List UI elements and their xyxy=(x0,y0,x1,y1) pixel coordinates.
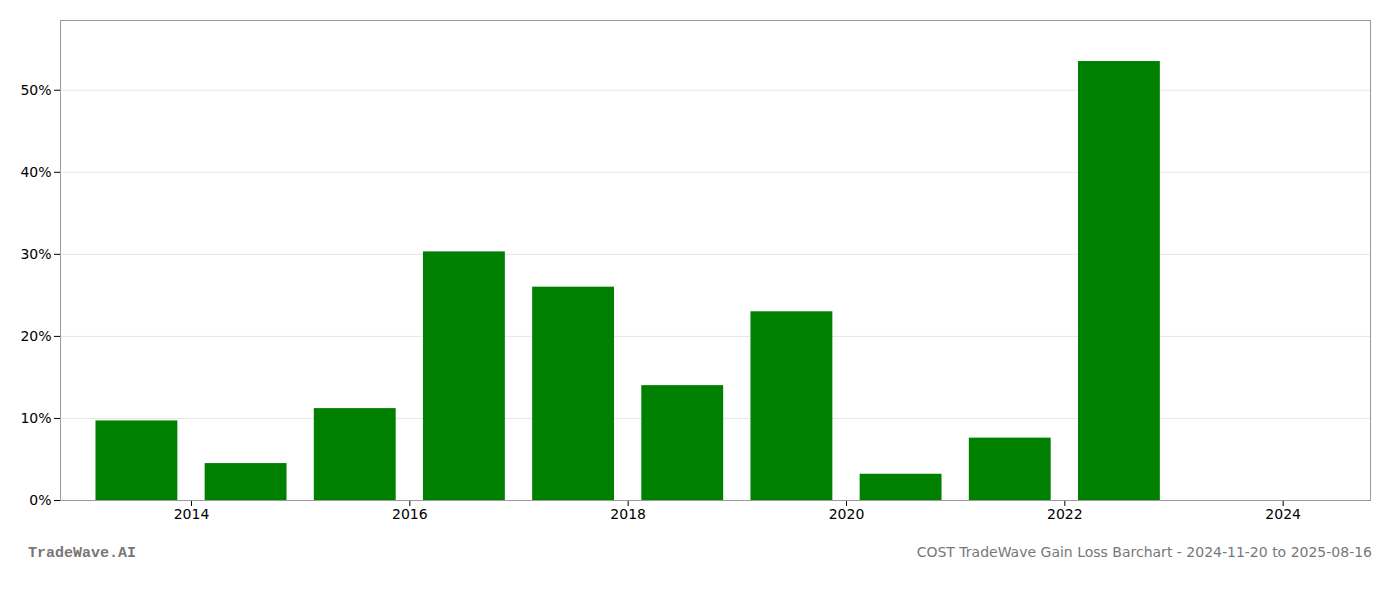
svg-text:2014: 2014 xyxy=(174,506,210,522)
svg-text:0%: 0% xyxy=(29,492,51,508)
svg-text:2024: 2024 xyxy=(1265,506,1301,522)
svg-text:30%: 30% xyxy=(20,246,51,262)
svg-text:50%: 50% xyxy=(20,82,51,98)
html-text:TradeWave.AI: TradeWave.AI xyxy=(28,545,136,562)
svg-text:10%: 10% xyxy=(20,410,51,426)
svg-text:20%: 20% xyxy=(20,328,51,344)
svg-text:2022: 2022 xyxy=(1047,506,1083,522)
svg-text:2018: 2018 xyxy=(610,506,646,522)
svg-text:2020: 2020 xyxy=(829,506,865,522)
svg-text:2016: 2016 xyxy=(392,506,428,522)
html-text:COST TradeWave Gain Loss Barch: COST TradeWave Gain Loss Barchart - 2024… xyxy=(916,544,1372,560)
svg-text:40%: 40% xyxy=(20,164,51,180)
